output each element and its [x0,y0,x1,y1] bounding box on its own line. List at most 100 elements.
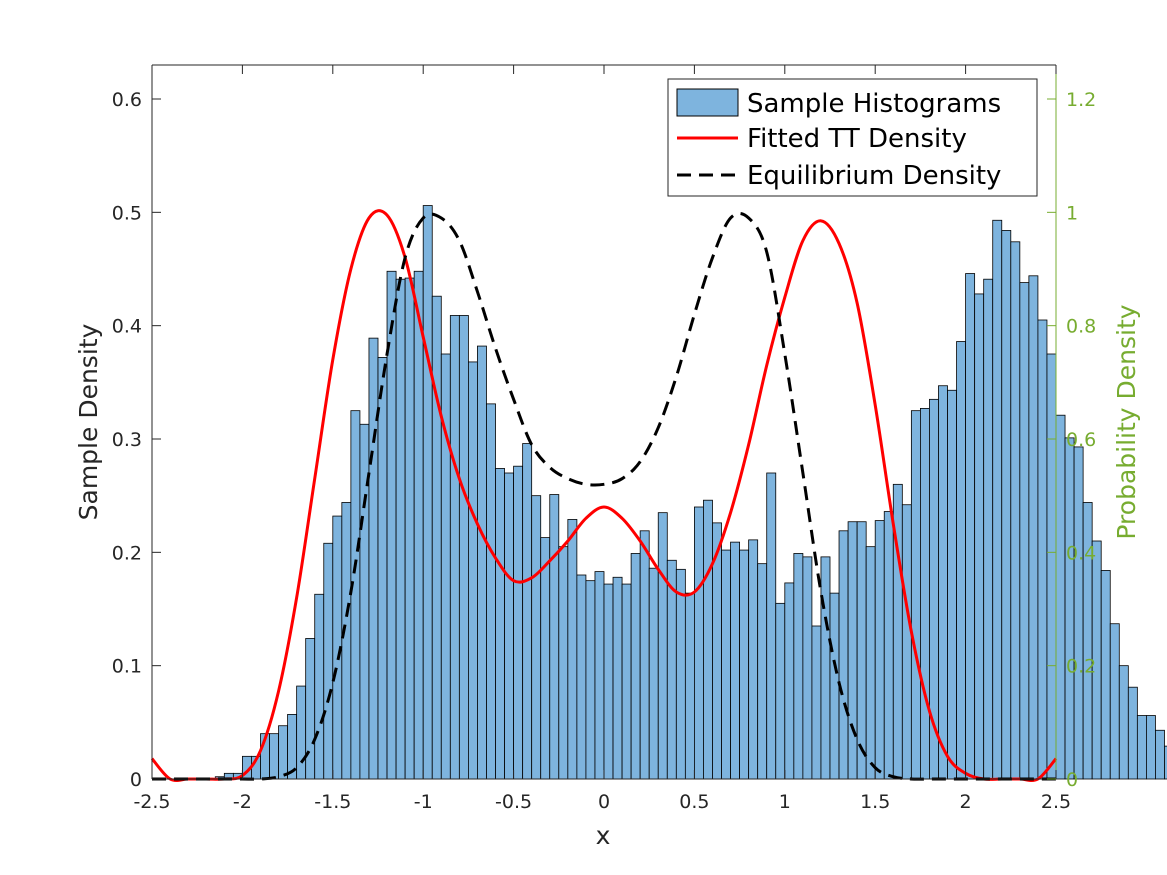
x-tick-label: -0.5 [495,791,532,813]
histogram-bar [965,273,976,780]
histogram-bar [657,512,668,780]
histogram-bar [938,385,948,780]
right-y-tick-label: 0.8 [1066,316,1096,338]
histogram-bar [1100,570,1111,780]
histogram-bar [431,295,442,780]
histogram-bar [748,539,759,780]
histogram-bar [983,278,994,780]
x-tick-label: 0 [598,791,610,813]
histogram-bar [305,638,316,780]
histogram-bar [269,733,279,780]
histogram-bar [757,563,768,780]
histogram-bar [1127,686,1138,780]
histogram-bar [585,580,596,780]
x-tick-label: -2 [233,791,252,813]
histogram-bar [766,472,777,780]
histogram-bar [1109,623,1120,780]
histogram-bar [422,205,433,780]
histogram-bar [522,443,533,780]
left-y-tick-label: 0.6 [112,89,142,111]
right-y-tick-label: 1 [1066,202,1078,224]
fitted-tt-density-line [150,209,1058,782]
histogram-bar [504,472,514,780]
histogram-bar [1146,715,1156,780]
histogram-bar [1001,230,1012,780]
histogram-bar [901,504,912,780]
right-y-tick-label: 0.2 [1066,656,1096,678]
histogram-bar [1164,745,1167,780]
legend-label-histogram: Sample Histograms [747,89,1001,119]
x-tick-label: 2 [960,791,972,813]
histogram-bar [495,468,505,780]
histogram-bar [838,530,849,780]
histogram-bar [694,506,704,780]
histogram-bar [721,549,731,780]
histogram-bar [377,356,388,780]
histogram-bar [910,410,921,780]
histogram-bar [829,592,840,780]
histogram-bar [820,556,831,780]
histogram-bar [1118,665,1129,780]
right-y-axis-title: Probability Density [1112,304,1141,539]
right-y-tick-label: 1.2 [1066,89,1096,111]
histogram-bar [802,556,813,780]
histogram-bar [974,293,985,780]
histogram-bar [883,511,894,780]
histogram-bar [1055,414,1066,780]
histogram-bar [703,499,713,780]
histogram-bar [956,341,966,780]
left-y-tick-label: 0.4 [112,316,142,338]
histogram-bar [486,403,496,780]
histogram-bar [458,315,469,780]
histogram-bar [793,553,804,780]
histogram-bar [1019,282,1030,780]
x-tick-label: -1.5 [314,791,351,813]
histogram-bar [648,567,659,780]
left-y-tick-label: 0.1 [112,656,142,678]
density-curves [150,209,1058,782]
right-y-tick-label: 0.6 [1066,429,1096,451]
histogram-bar [874,520,885,780]
axes: -2.5 -2 -1.5 -1 -0.5 0 0.5 1 1.5 2 2.500.10.20.30.… [112,64,1096,813]
histogram-bar [603,583,614,780]
x-tick-label: 0.5 [679,791,709,813]
histogram-bar [1155,729,1165,780]
histogram-bar [567,519,578,780]
x-tick-label: 1 [779,791,791,813]
histogram-bar [630,553,641,780]
left-y-tick-label: 0.5 [112,202,142,224]
histogram-bar [621,583,632,780]
histogram-bar [675,568,686,780]
histogram-bar [296,685,307,780]
histogram-bar [477,345,487,780]
histogram-bar [594,571,605,780]
histogram-bar [1064,437,1075,780]
left-y-axis-title: Sample Density [74,323,103,520]
left-y-tick-label: 0.3 [112,429,142,451]
histogram-bar [1037,319,1048,780]
x-tick-label: 2.5 [1041,791,1071,813]
x-tick-label: 1.5 [860,791,890,813]
right-y-tick-label: 0.4 [1066,542,1096,564]
histogram-bar [920,407,930,780]
histogram-bar [992,219,1003,780]
histogram-bar [395,278,406,780]
legend-swatch-histogram [676,88,739,117]
histogram-bar [947,389,957,780]
legend: Sample Histograms Fitted TT Density Equi… [667,78,1038,197]
histogram-bar [1028,275,1039,780]
histogram-bar [558,546,569,780]
histogram-bar [1073,446,1084,780]
histogram-bar [639,530,650,780]
x-axis-title: x [596,821,611,850]
histogram-bar [341,502,352,780]
equilibrium-density-line [152,211,1056,781]
histogram-bar [278,725,288,780]
histogram-bar [368,337,379,780]
histogram-bar [775,602,786,780]
histogram-bar [314,593,325,780]
histogram-bar [739,549,750,780]
histogram-bar [413,270,424,780]
histogram-bar [684,592,695,780]
left-y-tick-label: 0 [130,769,142,791]
